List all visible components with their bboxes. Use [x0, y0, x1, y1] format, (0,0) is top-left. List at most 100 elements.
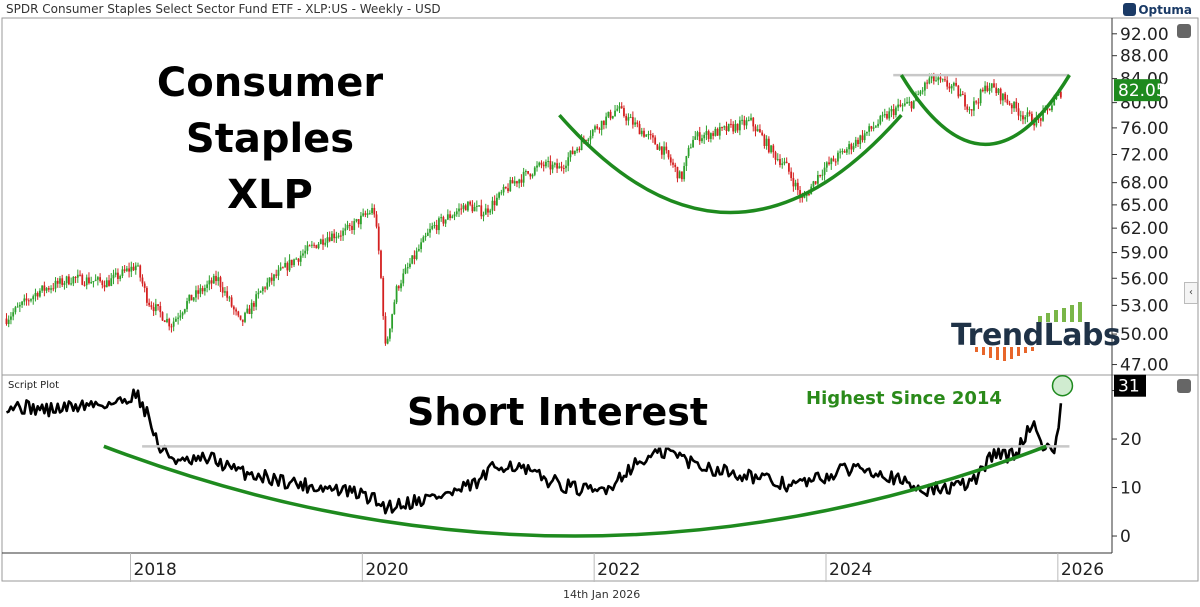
candle-body — [618, 106, 621, 109]
candle-body — [85, 277, 88, 286]
candle-body — [761, 132, 764, 136]
candle-body — [12, 312, 15, 317]
candle-body — [446, 214, 449, 220]
optuma-logo[interactable]: Optuma — [1123, 3, 1192, 17]
candle-body — [736, 123, 739, 131]
candle-body — [119, 275, 122, 279]
price-title: Consumer Staples — [156, 60, 384, 162]
candle-body — [781, 163, 784, 165]
candle-body — [620, 106, 623, 109]
candle-body — [961, 93, 964, 95]
candle-body — [723, 126, 726, 128]
candle-body — [957, 85, 960, 97]
candle-body — [707, 131, 710, 139]
price-cup-left — [558, 113, 903, 215]
candle-body — [545, 161, 547, 167]
candle-body — [754, 126, 757, 132]
candle-body — [1002, 93, 1004, 101]
candle-body — [502, 186, 505, 193]
candle-body — [411, 255, 414, 264]
candle-body — [125, 268, 128, 271]
candle-body — [843, 151, 846, 153]
candle-body — [917, 94, 920, 96]
candle-body — [92, 281, 95, 283]
candle-body — [94, 279, 97, 282]
candle-body — [681, 171, 683, 180]
candle-body — [1053, 99, 1056, 106]
candle-body — [375, 214, 378, 227]
candle-body — [183, 309, 186, 313]
price-tick-label: 53.00 — [1120, 296, 1169, 316]
candle-body — [181, 312, 184, 316]
candle-body — [253, 302, 255, 307]
trendlabs-bar-orange — [1031, 347, 1034, 351]
candle-body — [449, 214, 451, 218]
candle-body — [473, 206, 476, 212]
trendlabs-bar-orange — [996, 347, 999, 360]
candle-body — [83, 284, 86, 286]
candle-body — [986, 85, 989, 91]
candle-body — [852, 146, 855, 150]
candle-body — [819, 174, 822, 176]
candle-body — [159, 306, 162, 313]
candle-body — [246, 308, 249, 313]
candle-body — [594, 126, 596, 130]
candle-body — [589, 135, 592, 140]
candle-body — [453, 214, 456, 217]
candle-body — [790, 171, 793, 179]
candle-body — [417, 249, 420, 251]
candle-body — [237, 311, 240, 316]
candle-body — [1015, 101, 1018, 109]
candle-body — [794, 182, 797, 187]
candle-body — [404, 268, 407, 274]
candle-body — [580, 138, 583, 151]
candle-body — [866, 131, 868, 134]
candle-body — [59, 278, 61, 284]
candle-body — [678, 171, 681, 179]
candle-body — [841, 151, 844, 153]
price-tick-label: 47.00 — [1120, 356, 1169, 376]
candle-body — [54, 280, 57, 289]
candle-body — [899, 104, 902, 107]
candle-body — [669, 157, 672, 163]
chart-frame — [1, 17, 1199, 582]
optuma-brand: Optuma — [1138, 3, 1192, 17]
candle-body — [495, 197, 498, 206]
candle-body — [230, 297, 233, 307]
lock-icon[interactable] — [1177, 379, 1191, 393]
candle-body — [99, 277, 102, 282]
candle-body — [1039, 118, 1042, 121]
candle-body — [190, 294, 193, 301]
chart-title: Consumer Staples XLP — [85, 55, 455, 223]
candle-body — [890, 109, 893, 112]
candle-body — [397, 286, 400, 289]
candle-body — [1013, 101, 1015, 109]
candle-body — [540, 162, 543, 165]
candle-body — [712, 133, 715, 136]
lock-icon[interactable] — [1177, 24, 1191, 38]
candle-body — [696, 132, 699, 137]
candle-body — [41, 285, 44, 291]
candle-body — [538, 162, 541, 166]
candle-body — [150, 305, 153, 308]
candle-body — [290, 259, 293, 266]
candle-body — [941, 79, 944, 81]
candle-body — [714, 128, 717, 136]
candle-body — [562, 168, 565, 170]
candle-body — [993, 83, 995, 88]
candle-body — [306, 245, 309, 251]
last-price-badge — [1114, 79, 1160, 102]
candle-body — [591, 129, 594, 136]
candle-body — [1026, 112, 1029, 117]
candle-body — [919, 91, 922, 95]
candle-body — [45, 288, 48, 291]
candle-body — [721, 127, 723, 129]
price-tick-label: 72.00 — [1120, 146, 1169, 166]
price-tick-label: 76.00 — [1120, 119, 1169, 139]
panel-scroll-button[interactable]: ‹ — [1184, 282, 1198, 304]
candle-body — [845, 149, 848, 153]
candle-body — [848, 144, 850, 150]
candle-body — [763, 135, 766, 146]
candle-body — [629, 117, 632, 119]
